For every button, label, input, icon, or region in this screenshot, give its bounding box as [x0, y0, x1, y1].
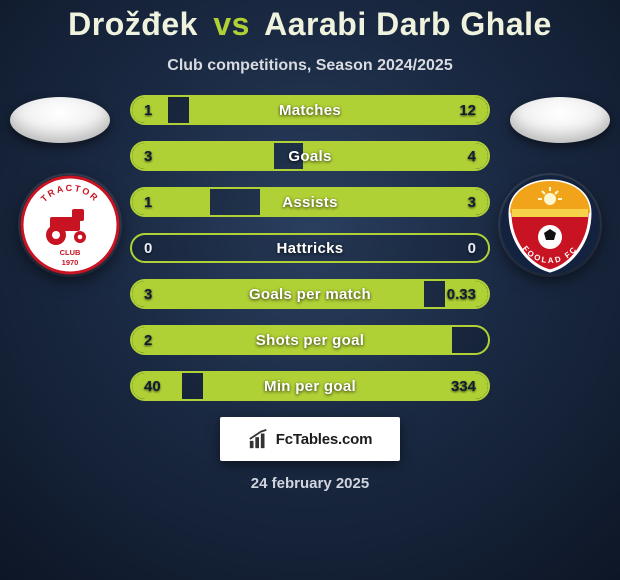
player1-name: Drožđek	[68, 6, 198, 42]
comparison-card: Drožđek vs Aarabi Darb Ghale Club compet…	[0, 0, 620, 580]
stat-bar: 13Assists	[130, 187, 490, 217]
subtitle: Club competitions, Season 2024/2025	[0, 57, 620, 75]
stat-bar: 30.33Goals per match	[130, 279, 490, 309]
stat-fill-right	[260, 189, 488, 215]
stat-fill-left	[132, 143, 274, 169]
stat-fill-right	[203, 373, 488, 399]
stat-bar: 0 0Hattricks	[130, 233, 490, 263]
stat-value-right: 334	[451, 373, 476, 399]
stat-bar: 112Matches	[130, 95, 490, 125]
stat-label: Hattricks	[132, 235, 488, 261]
stat-fill-left	[132, 327, 452, 353]
stat-value-left: 1	[144, 97, 152, 123]
stat-fill-left	[132, 281, 424, 307]
stat-fill-right	[303, 143, 488, 169]
svg-text:CLUB: CLUB	[60, 248, 81, 257]
stat-value-left: 3	[144, 281, 152, 307]
player1-photo	[10, 97, 110, 143]
stat-fill-right	[189, 97, 488, 123]
stat-value-right: 12	[459, 97, 476, 123]
page-title: Drožđek vs Aarabi Darb Ghale	[0, 0, 620, 43]
stat-bar: 40334Min per goal	[130, 371, 490, 401]
player1-club-badge: TRACTOR CLUB 1970	[20, 175, 120, 275]
vs-label: vs	[213, 6, 250, 42]
stat-bar: 34Goals	[130, 141, 490, 171]
player2-name: Aarabi Darb Ghale	[264, 6, 552, 42]
svg-text:1970: 1970	[62, 258, 79, 267]
brand-text: FcTables.com	[276, 431, 373, 448]
stat-value-right: 4	[468, 143, 476, 169]
stat-value-left: 2	[144, 327, 152, 353]
stat-value-right: 0	[468, 235, 476, 261]
player2-photo	[510, 97, 610, 143]
stat-value-right: 3	[468, 189, 476, 215]
stats-bars: 112Matches34Goals13Assists00Hattricks30.…	[130, 95, 490, 401]
stat-bar: 2Shots per goal	[130, 325, 490, 355]
stat-value-left: 3	[144, 143, 152, 169]
date-label: 24 february 2025	[0, 475, 620, 492]
stat-value-left: 1	[144, 189, 152, 215]
stat-value-right: 0.33	[447, 281, 476, 307]
player2-club-badge: FOOLAD FC	[500, 175, 600, 275]
brand-box: FcTables.com	[220, 417, 400, 461]
content-area: TRACTOR CLUB 1970 FOOLAD FC 112Matches34…	[0, 95, 620, 401]
brand-chart-icon	[248, 428, 270, 450]
stat-value-left: 40	[144, 373, 161, 399]
stat-value-left: 0	[144, 235, 152, 261]
